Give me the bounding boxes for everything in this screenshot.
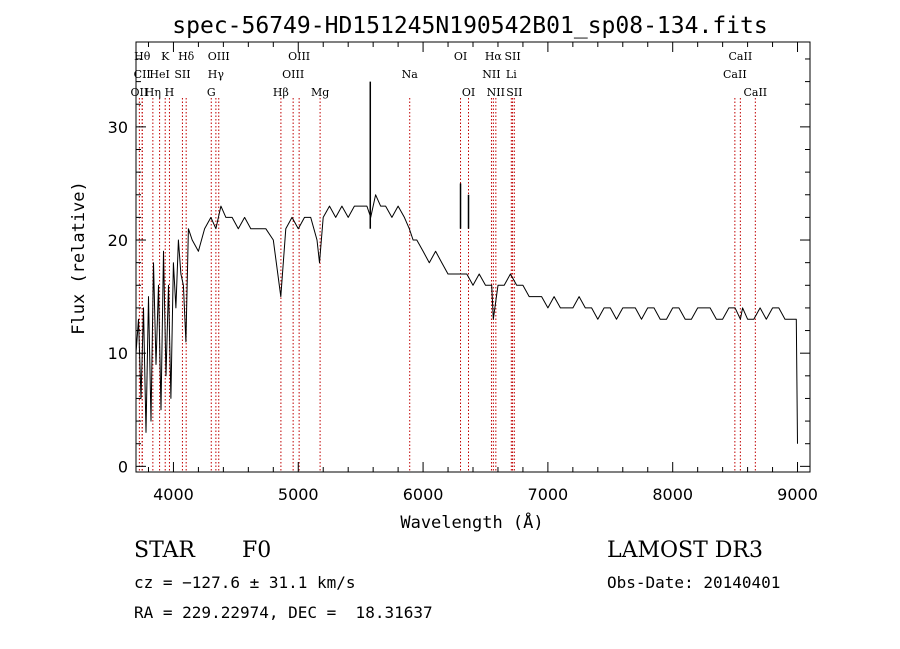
line-marker-label-13: OIII [282,68,304,81]
line-marker-label-11: OIII [208,50,230,63]
plot-frame [135,41,811,473]
spectrum-line-0 [135,194,798,444]
object-subclass: F0 [242,538,272,563]
line-marker-label-4: HeI [149,68,169,81]
line-marker-label-21: NII [487,86,505,99]
y-tick-label-0: 0 [118,457,128,476]
x-tick-label-4: 8000 [652,485,693,504]
line-marker-label-9: G [207,86,216,99]
line-marker-label-24: SII [506,86,522,99]
line-marker-label-6: H [165,86,175,99]
line-marker-label-12: Hβ [273,86,289,99]
line-marker-label-20: Hα [485,50,503,63]
x-tick-label-1: 5000 [278,485,319,504]
line-marker-label-19: NII [482,68,500,81]
obs-date: Obs-Date: 20140401 [607,573,781,592]
line-marker-label-26: CaII [729,50,753,63]
x-tick-label-2: 6000 [403,485,444,504]
y-tick-label-3: 30 [108,118,128,137]
line-marker-label-7: SII [174,68,190,81]
line-marker-label-23: SII [504,50,520,63]
chart-title: spec-56749-HD151245N190542B01_sp08-134.f… [172,13,767,39]
line-marker-label-25: CaII [723,68,747,81]
line-marker-label-8: Hδ [178,50,195,63]
line-marker-label-17: OI [454,50,467,63]
y-tick-label-1: 10 [108,344,128,363]
line-marker-label-10: Hγ [208,68,225,81]
y-tick-label-2: 20 [108,231,128,250]
survey-name: LAMOST DR3 [607,538,763,563]
spectral-line-markers [138,98,756,472]
coordinates: RA = 229.22974, DEC = 18.31637 [134,603,433,622]
object-class: STAR [134,538,195,563]
y-axis-ticks: 0 10 20 30 [108,58,810,476]
line-marker-label-27: CaII [743,86,767,99]
line-marker-label-18: OI [462,86,475,99]
spectrum-series [135,81,798,444]
x-tick-label-5: 9000 [777,485,818,504]
line-marker-label-2: CII [134,68,151,81]
line-marker-label-3: Hη [145,86,161,99]
line-marker-label-1: Hθ [134,50,151,63]
line-marker-label-15: Mg [311,86,329,99]
line-marker-label-0: OII [131,86,149,99]
line-marker-label-14: OIII [288,50,310,63]
line-marker-label-22: Li [506,68,517,81]
spectral-line-labels: OII Hθ CII Hη HeI K H SII Hδ G Hγ OIII Hβ OIII OIII Mg N… [131,50,768,99]
redshift-cz: cz = −127.6 ± 31.1 km/s [134,573,356,592]
line-marker-label-5: K [161,50,170,63]
x-axis-label: Wavelength (Å) [400,511,543,533]
x-tick-label-0: 4000 [153,485,194,504]
line-marker-label-16: Na [402,68,419,81]
x-axis-ticks: 4000 5000 6000 7000 8000 9000 [147,42,818,504]
x-tick-label-3: 7000 [528,485,569,504]
y-axis-label: Flux (relative) [69,181,89,335]
